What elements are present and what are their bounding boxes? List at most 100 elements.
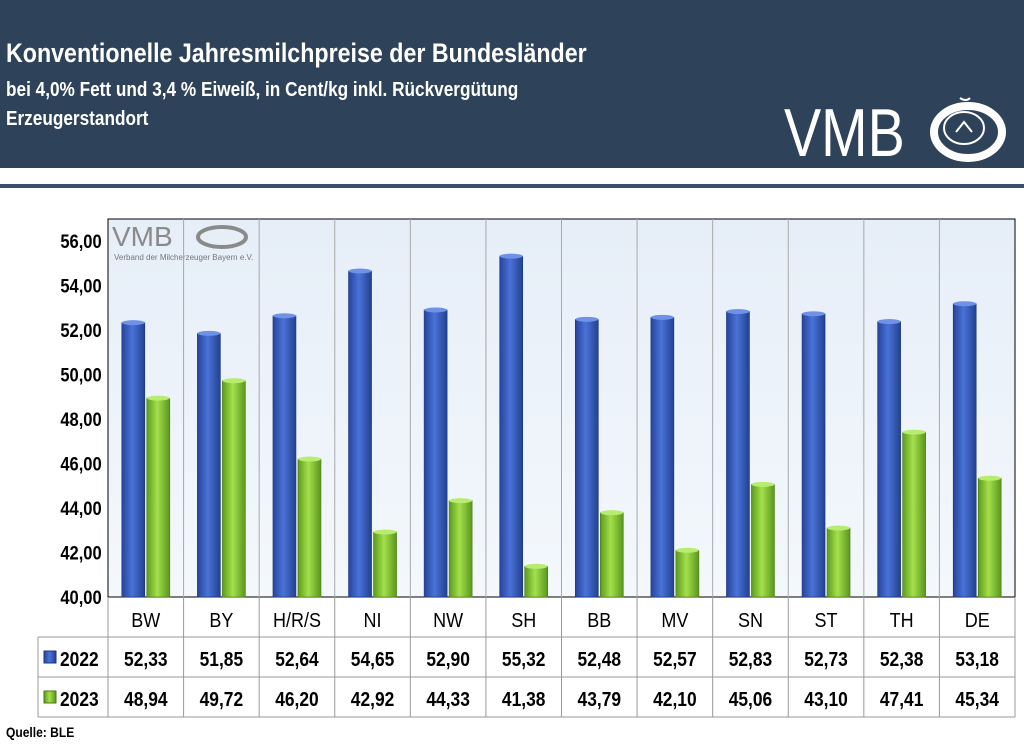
- bar-top-2022: [424, 307, 448, 313]
- data-label-2023: 49,72: [200, 688, 244, 710]
- x-tick-label: SH: [511, 610, 536, 632]
- header-banner: Konventionelle Jahresmilchpreise der Bun…: [0, 0, 1024, 168]
- bar-2022: [197, 333, 221, 598]
- page-title: Konventionelle Jahresmilchpreise der Bun…: [6, 38, 587, 68]
- bar-top-2022: [499, 253, 523, 259]
- data-label-2023: 42,92: [351, 688, 395, 710]
- data-label-2022: 52,33: [124, 648, 168, 670]
- bar-top-2023: [902, 429, 926, 435]
- bar-2022: [801, 313, 826, 598]
- y-tick-label: 56,00: [60, 231, 101, 252]
- data-label-2022: 52,48: [578, 648, 622, 670]
- x-tick-label: BB: [587, 610, 611, 632]
- y-tick-label: 44,00: [60, 498, 101, 519]
- bar-top-2022: [121, 320, 145, 326]
- data-label-2023: 42,10: [653, 688, 697, 710]
- bar-2022: [952, 303, 977, 598]
- legend-swatch-2023: [43, 690, 57, 704]
- bar-2023: [373, 531, 397, 598]
- data-label-2022: 52,90: [426, 648, 470, 670]
- y-tick-label: 42,00: [60, 542, 101, 563]
- data-label-2023: 47,41: [880, 688, 924, 710]
- y-tick-label: 46,00: [60, 453, 101, 474]
- bar-2023: [902, 431, 926, 598]
- x-tick-label: BY: [209, 610, 233, 632]
- data-label-2022: 55,32: [502, 648, 546, 670]
- bar-2023: [524, 565, 549, 598]
- bar-top-2022: [726, 309, 750, 315]
- divider: [0, 184, 1024, 188]
- x-tick-label: NI: [364, 610, 382, 632]
- bar-2022: [650, 317, 675, 598]
- y-tick-label: 52,00: [60, 320, 101, 341]
- data-label-2023: 48,94: [124, 688, 168, 710]
- data-label-2022: 54,65: [351, 648, 395, 670]
- bar-2023: [222, 380, 246, 598]
- data-label-2023: 46,20: [275, 688, 319, 710]
- x-tick-label: H/R/S: [273, 610, 321, 632]
- bar-top-2023: [675, 547, 699, 553]
- bar-2023: [826, 527, 851, 598]
- bar-2022: [877, 321, 901, 598]
- data-label-2023: 45,06: [729, 688, 773, 710]
- bar-top-2023: [222, 378, 246, 384]
- legend-label: 2023: [60, 688, 99, 710]
- bar-chart: VMB Verband der Milcherzeuger Bayern e.V…: [37, 218, 1016, 718]
- y-tick-label: 50,00: [60, 364, 101, 385]
- data-label-2022: 52,57: [653, 648, 697, 670]
- page-subtitle: bei 4,0% Fett und 3,4 % Eiweiß, in Cent/…: [6, 79, 519, 101]
- data-label-2022: 52,64: [275, 648, 319, 670]
- data-label-2023: 44,33: [426, 688, 470, 710]
- bar-top-2022: [953, 301, 977, 307]
- bar-2023: [297, 458, 322, 598]
- bar-2022: [574, 319, 599, 598]
- bar-2022: [423, 309, 448, 598]
- y-tick-label: 40,00: [60, 587, 101, 608]
- x-tick-label: SN: [738, 610, 763, 632]
- data-label-2022: 52,38: [880, 648, 924, 670]
- data-label-2022: 53,18: [955, 648, 999, 670]
- data-label-2023: 43,79: [578, 688, 622, 710]
- y-tick-label: 54,00: [60, 275, 101, 296]
- bar-top-2023: [146, 395, 170, 401]
- vmb-logo: VMB: [784, 96, 1006, 164]
- svg-text:VMB: VMB: [784, 96, 905, 164]
- bar-top-2023: [297, 456, 321, 462]
- bar-top-2022: [802, 311, 826, 317]
- bar-top-2023: [978, 475, 1002, 481]
- x-tick-label: DE: [965, 610, 990, 632]
- bar-2022: [348, 270, 372, 598]
- bar-2023: [675, 549, 700, 598]
- bar-2022: [499, 255, 524, 598]
- bar-top-2022: [650, 314, 674, 320]
- source-note: Quelle: BLE: [6, 724, 75, 740]
- bar-2023: [448, 500, 473, 598]
- data-label-2022: 52,73: [804, 648, 848, 670]
- bar-top-2022: [197, 330, 221, 336]
- x-tick-label: MV: [661, 610, 688, 632]
- data-label-2023: 45,34: [955, 688, 999, 710]
- bar-2023: [751, 484, 775, 598]
- bar-top-2022: [272, 313, 296, 319]
- data-label-2023: 41,38: [502, 688, 546, 710]
- bar-top-2023: [600, 510, 624, 516]
- bar-top-2023: [449, 498, 473, 504]
- data-label-2022: 52,83: [729, 648, 773, 670]
- y-tick-label: 48,00: [60, 409, 101, 430]
- bar-top-2022: [348, 268, 372, 274]
- bar-2022: [121, 322, 146, 598]
- bar-top-2023: [827, 525, 851, 531]
- bar-2022: [726, 311, 750, 598]
- bar-top-2022: [575, 316, 599, 322]
- legend-label: 2022: [60, 648, 99, 670]
- data-label-2023: 43,10: [804, 688, 848, 710]
- x-tick-label: ST: [815, 610, 838, 632]
- bar-top-2022: [877, 319, 901, 325]
- bar-top-2023: [373, 529, 397, 535]
- svg-text:VMB: VMB: [112, 221, 173, 252]
- page-subtitle-2: Erzeugerstandort: [6, 108, 149, 130]
- bar-2022: [272, 315, 297, 598]
- legend-swatch-2022: [43, 650, 57, 664]
- x-tick-label: NW: [433, 610, 463, 632]
- x-tick-label: TH: [890, 610, 914, 632]
